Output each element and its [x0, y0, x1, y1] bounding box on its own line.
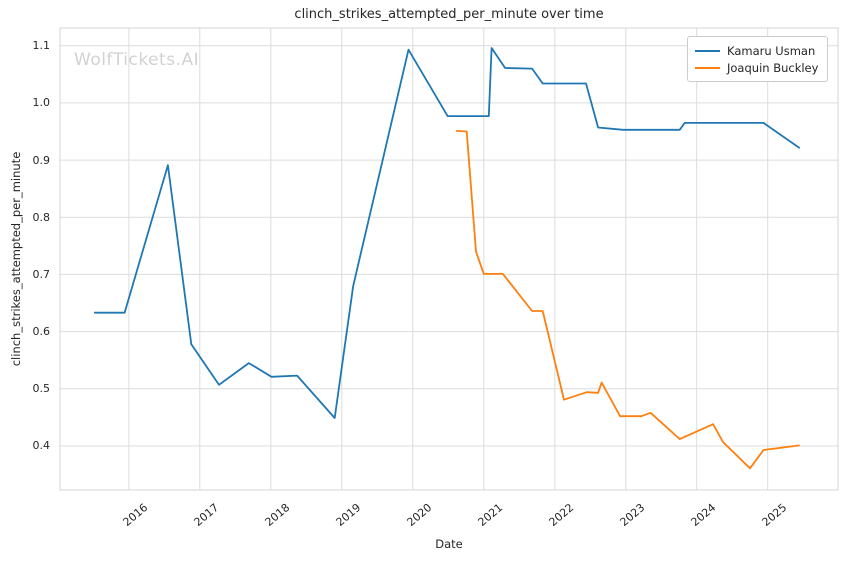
x-axis-label: Date: [435, 537, 463, 551]
legend-label: Kamaru Usman: [727, 43, 816, 58]
legend-label: Joaquin Buckley: [727, 60, 819, 75]
series-line: [94, 47, 801, 419]
chart-title: clinch_strikes_attempted_per_minute over…: [294, 7, 604, 22]
y-tick-label: 0.6: [32, 325, 51, 339]
legend-line-sample: [695, 49, 720, 52]
y-tick-label: 0.4: [32, 439, 51, 453]
y-tick-label: 1.1: [32, 39, 51, 53]
legend: Kamaru Usman Joaquin Buckley: [687, 36, 828, 82]
y-axis-label: clinch_strikes_attempted_per_minute: [9, 151, 23, 367]
y-tick-label: 0.7: [32, 267, 51, 281]
series-line: [456, 130, 800, 470]
y-tick-label: 0.8: [32, 210, 51, 224]
legend-item: Kamaru Usman: [695, 42, 819, 59]
y-tick-label: 1.0: [32, 96, 51, 110]
legend-line-sample: [695, 66, 720, 69]
y-tick-label: 0.5: [32, 382, 51, 396]
plot-border: [59, 27, 839, 491]
y-tick-label: 0.9: [32, 153, 51, 167]
legend-item: Joaquin Buckley: [695, 59, 819, 76]
watermark: WolfTickets.AI: [74, 50, 200, 70]
